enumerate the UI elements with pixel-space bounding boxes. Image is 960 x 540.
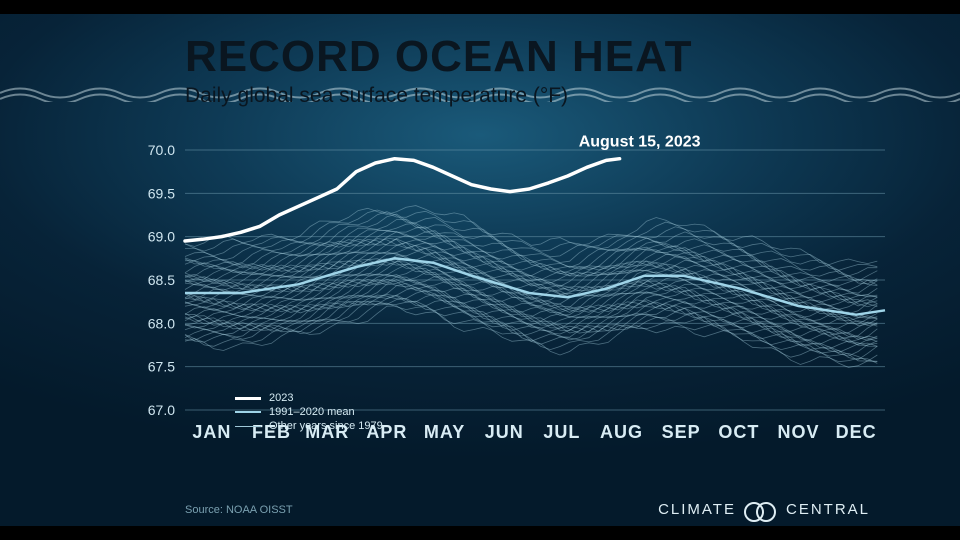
svg-text:68.0: 68.0 [148,315,175,331]
callout-label: August 15, 2023 [579,134,701,151]
chart-title: RECORD OCEAN HEAT [185,32,693,82]
svg-text:DEC: DEC [836,422,877,442]
svg-text:JAN: JAN [192,422,231,442]
series-other-year [185,210,877,270]
svg-text:SEP: SEP [662,422,701,442]
brand-right: CENTRAL [786,501,870,518]
svg-text:AUG: AUG [600,422,643,442]
legend-label: 1991–2020 mean [269,406,355,418]
legend-swatch [235,411,261,413]
letterbox-bottom [0,526,960,540]
brand-logo: CLIMATE CENTRAL [658,501,870,518]
svg-text:JUL: JUL [543,422,580,442]
svg-text:69.0: 69.0 [148,229,175,245]
svg-text:MAY: MAY [424,422,465,442]
legend-label: Other years since 1979 [269,420,383,432]
legend: 2023 1991–2020 mean Other years since 1979 [235,392,383,434]
svg-text:67.0: 67.0 [148,402,175,418]
legend-label: 2023 [269,392,293,404]
svg-text:70.0: 70.0 [148,142,175,158]
letterbox-top [0,0,960,14]
series-2023 [185,159,620,241]
svg-text:69.5: 69.5 [148,185,175,201]
chart-subtitle: Daily global sea surface temperature (°F… [185,84,568,108]
svg-text:JUN: JUN [485,422,524,442]
legend-item: Other years since 1979 [235,420,383,432]
legend-item: 2023 [235,392,383,404]
svg-text:OCT: OCT [718,422,759,442]
legend-swatch [235,426,261,427]
brand-left: CLIMATE [658,501,736,518]
svg-text:NOV: NOV [777,422,819,442]
svg-text:67.5: 67.5 [148,359,175,375]
source-attribution: Source: NOAA OISST [185,504,293,516]
legend-item: 1991–2020 mean [235,406,383,418]
svg-text:68.5: 68.5 [148,272,175,288]
brand-rings-icon [744,502,778,518]
legend-swatch [235,397,261,400]
